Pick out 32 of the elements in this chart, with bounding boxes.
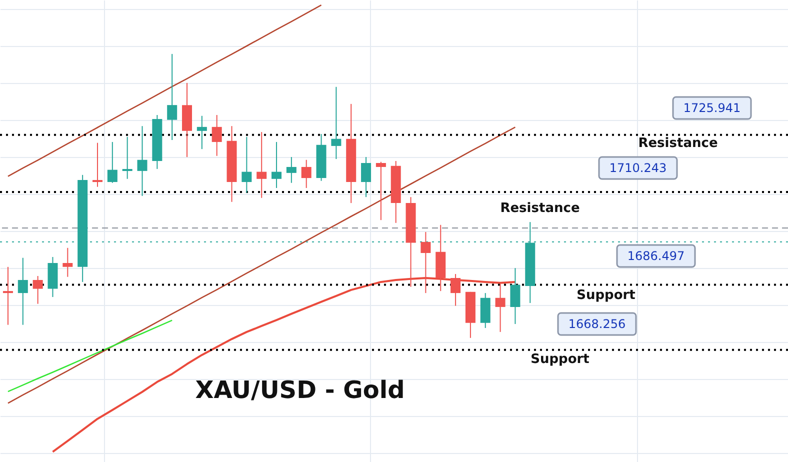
candlestick [62,247,73,278]
candlestick [361,156,372,198]
text: Resistance [638,136,718,151]
text: 1710.243 [609,161,667,175]
candlestick [137,126,148,196]
candlestick [212,114,222,156]
candlestick [420,231,431,294]
text: XAU/USD - Gold [195,376,405,404]
candlestick [301,159,312,188]
candlestick [122,136,132,180]
candlestick [256,132,267,198]
text: 1668.256 [568,317,626,331]
candlestick [92,142,102,188]
candlestick [272,141,282,188]
candlestick [242,136,252,194]
annotation: Resistance [500,201,580,216]
candlestick [286,156,296,184]
candlestick [32,276,43,304]
candlestick [167,53,178,140]
candlestick [450,274,461,306]
text: 1686.497 [627,249,685,263]
candlestick [376,161,386,221]
candlestick [331,86,342,160]
candlestick [495,283,506,332]
text: Support [530,352,590,367]
candlestick [2,266,13,326]
candlestick [196,115,207,150]
candlestick [510,268,520,324]
candlestick [18,257,28,326]
text: Support [576,288,636,303]
text: 1725.941 [683,101,741,115]
candlestick [107,141,118,184]
